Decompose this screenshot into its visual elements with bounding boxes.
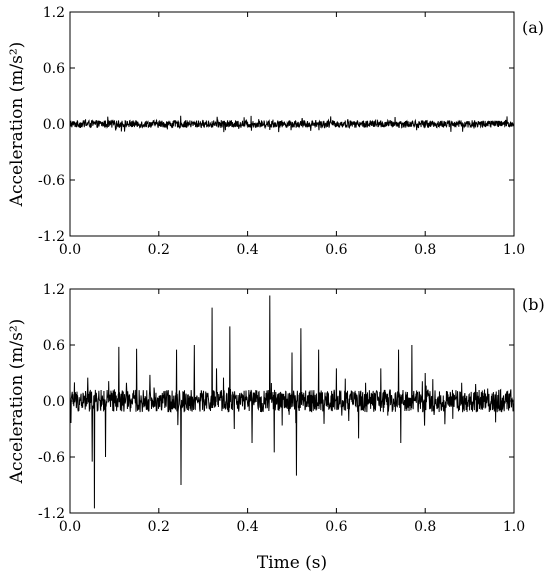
- chart-panel-b: 0.0 0.2 0.4 0.6 0.8 1.01.20.60.0-0.6-1.2 (b) …: [7, 282, 545, 535]
- y-axis-title-b: Acceleration (m/s²): [7, 319, 27, 485]
- x-tick-label-b-5: 1.0: [503, 519, 525, 535]
- y-tick-label-b-0: 1.2: [43, 282, 65, 298]
- x-tick-label-a-2: 0.4: [236, 242, 258, 258]
- x-tick-label-a-1: 0.2: [148, 242, 170, 258]
- y-tick-label-a-4: -1.2: [38, 229, 65, 245]
- y-tick-label-a-3: -0.6: [38, 173, 65, 189]
- series-layer-b: [69, 295, 515, 509]
- x-tick-label-b-4: 0.8: [414, 519, 436, 535]
- x-tick-label-a-3: 0.6: [325, 242, 347, 258]
- y-tick-label-b-1: 0.6: [43, 338, 65, 354]
- panel-label-b: (b): [522, 295, 545, 314]
- y-tick-label-a-2: 0.0: [43, 117, 65, 133]
- series-line-b-0: [69, 295, 515, 509]
- x-tick-label-b-1: 0.2: [148, 519, 170, 535]
- tick-layer-a: 0.0 0.2 0.4 0.6 0.8 1.0 1.2 0.6 0.0 -0.6 -1.2: [38, 5, 525, 258]
- x-tick-label-a-4: 0.8: [414, 242, 436, 258]
- y-tick-label-a-0: 1.2: [43, 5, 65, 21]
- chart-panel-a: 0.0 0.2 0.4 0.6 0.8 1.01.20.60.0-0.6-1.2 (a) …: [7, 5, 544, 258]
- y-axis-title-a: Acceleration (m/s²): [7, 42, 27, 208]
- x-axis-title: Time (s): [257, 553, 327, 573]
- series-line-a-0: [69, 115, 515, 133]
- y-tick-label-a-1: 0.6: [43, 61, 65, 77]
- panel-label-a: (a): [522, 18, 544, 37]
- x-tick-label-a-5: 1.0: [503, 242, 525, 258]
- y-tick-label-b-2: 0.0: [43, 394, 65, 410]
- y-tick-label-b-4: -1.2: [38, 506, 65, 522]
- x-tick-label-a-0: 0.0: [59, 242, 81, 258]
- x-tick-label-b-2: 0.4: [236, 519, 258, 535]
- tick-layer-b: 0.0 0.2 0.4 0.6 0.8 1.0 1.2 0.6 0.0 -0.6 -1.2: [38, 282, 525, 535]
- x-tick-label-b-3: 0.6: [325, 519, 347, 535]
- series-layer-a: [69, 115, 515, 133]
- x-tick-label-b-0: 0.0: [59, 519, 81, 535]
- y-tick-label-b-3: -0.6: [38, 450, 65, 466]
